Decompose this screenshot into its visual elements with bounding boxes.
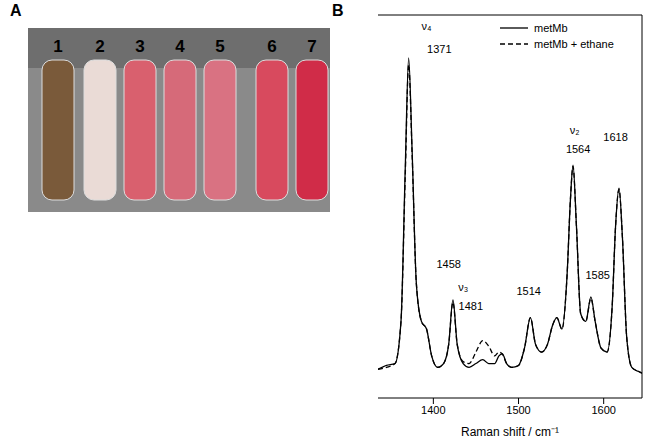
svg-text:6: 6 [267,37,276,56]
svg-text:7: 7 [307,37,316,56]
svg-text:1514: 1514 [516,285,540,297]
svg-text:1564: 1564 [566,143,590,155]
svg-text:1481: 1481 [459,300,483,312]
html-text:metMb: metMb [534,22,568,34]
svg-text:5: 5 [215,37,224,56]
svg-text:1: 1 [53,37,62,56]
svg-text:1400: 1400 [421,404,445,416]
svg-text:1600: 1600 [591,404,615,416]
svg-text:1585: 1585 [585,269,609,281]
html-text:B: B [332,2,344,19]
html-text:metMb + ethane: metMb + ethane [534,38,614,50]
svg-text:ν₃: ν₃ [458,281,468,293]
svg-text:ν₂: ν₂ [570,124,580,136]
svg-text:1500: 1500 [506,404,530,416]
svg-text:1371: 1371 [427,43,451,55]
html-text:A: A [10,2,22,19]
svg-text:Raman shift / cm⁻¹: Raman shift / cm⁻¹ [461,425,559,439]
svg-text:4: 4 [175,37,185,56]
svg-text:1458: 1458 [436,258,460,270]
svg-text:1618: 1618 [603,131,627,143]
svg-text:ν₄: ν₄ [422,20,433,32]
svg-text:3: 3 [135,37,144,56]
svg-text:2: 2 [95,37,104,56]
